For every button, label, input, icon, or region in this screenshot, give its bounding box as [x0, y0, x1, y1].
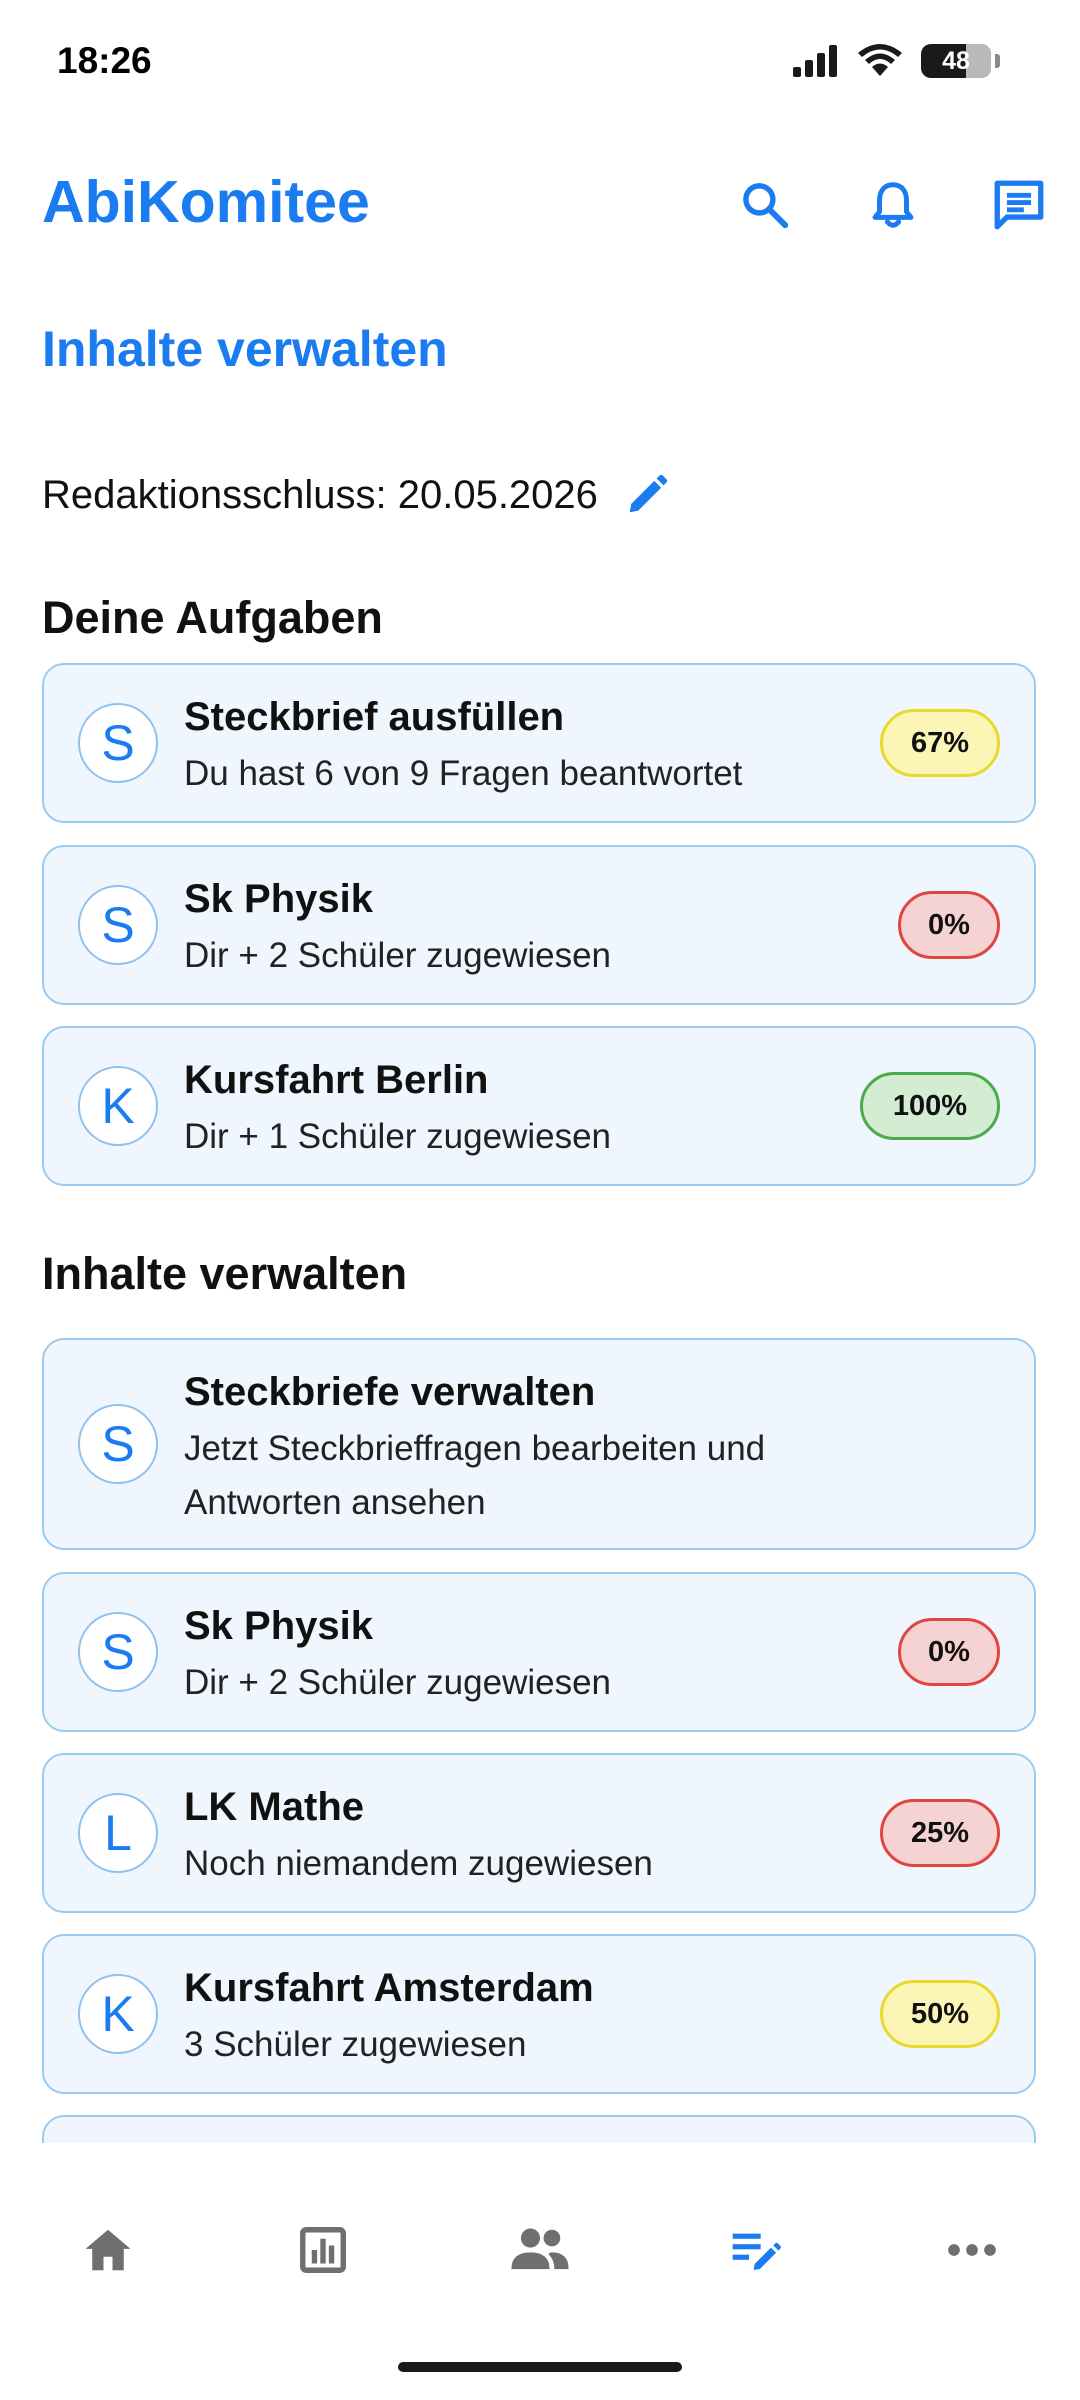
tasks-heading: Deine Aufgaben	[42, 592, 383, 643]
chart-icon	[300, 2227, 346, 2273]
message-icon	[994, 180, 1044, 230]
progress-badge: 0%	[898, 891, 1000, 959]
avatar: K	[78, 1066, 158, 1146]
card-title: Steckbrief ausfüllen	[184, 695, 565, 739]
nav-content[interactable]	[716, 2210, 796, 2290]
card-title: Kursfahrt Berlin	[184, 1058, 489, 1102]
messages-button[interactable]	[988, 174, 1050, 236]
avatar: L	[78, 1793, 158, 1873]
manage-card-partial[interactable]	[42, 2115, 1036, 2143]
progress-badge: 100%	[860, 1072, 1000, 1140]
wifi-icon	[858, 44, 902, 76]
more-icon	[948, 2244, 996, 2256]
card-subtitle: Dir + 1 Schüler zugewiesen	[184, 1117, 612, 1156]
avatar: K	[78, 1974, 158, 2054]
nav-more[interactable]	[932, 2210, 1012, 2290]
clipped-list-area	[0, 2115, 1080, 2143]
battery-icon: 48	[921, 44, 991, 78]
card-subtitle: Du hast 6 von 9 Fragen beantwortet	[184, 754, 743, 793]
search-icon	[743, 183, 789, 229]
card-subtitle: Jetzt Steckbrieffragen bearbeiten und An…	[184, 1429, 766, 1522]
nav-statistics[interactable]	[283, 2210, 363, 2290]
status-bar: 18:26 48	[0, 0, 1080, 130]
avatar: S	[78, 1404, 158, 1484]
status-time: 18:26	[57, 40, 152, 81]
avatar: S	[78, 703, 158, 783]
card-subtitle: Dir + 2 Schüler zugewiesen	[184, 1663, 612, 1702]
search-button[interactable]	[734, 174, 796, 236]
progress-badge: 25%	[880, 1799, 1000, 1867]
progress-badge: 50%	[880, 1980, 1000, 2048]
status-icons: 48	[793, 44, 1000, 78]
avatar: S	[78, 1612, 158, 1692]
card-title: Kursfahrt Amsterdam	[184, 1966, 594, 2010]
card-title: Sk Physik	[184, 1604, 374, 1648]
bottom-navigation	[0, 2180, 1080, 2320]
manage-heading: Inhalte verwalten	[42, 1248, 408, 1299]
page-title: Inhalte verwalten	[42, 321, 448, 377]
card-title: Sk Physik	[184, 877, 374, 921]
bell-icon	[872, 182, 914, 228]
manage-card-kursfahrt-amsterdam[interactable]: K Kursfahrt Amsterdam 3 Schüler zugewies…	[42, 1934, 1036, 2094]
nav-home[interactable]	[68, 2210, 148, 2290]
task-card-kursfahrt-berlin[interactable]: K Kursfahrt Berlin Dir + 1 Schüler zugew…	[42, 1026, 1036, 1186]
task-card-sk-physik[interactable]: S Sk Physik Dir + 2 Schüler zugewiesen 0…	[42, 845, 1036, 1005]
progress-badge: 67%	[880, 709, 1000, 777]
battery-tip	[995, 54, 1000, 68]
group-icon	[511, 2228, 569, 2270]
card-subtitle: 3 Schüler zugewiesen	[184, 2025, 527, 2064]
home-icon	[85, 2229, 131, 2271]
pencil-icon[interactable]	[624, 472, 670, 518]
card-title: Steckbriefe verwalten	[184, 1370, 596, 1414]
manage-card-lk-mathe[interactable]: L LK Mathe Noch niemandem zugewiesen 25%	[42, 1753, 1036, 1913]
edit-list-icon	[732, 2233, 781, 2270]
card-subtitle: Dir + 2 Schüler zugewiesen	[184, 936, 612, 975]
nav-members[interactable]	[500, 2210, 580, 2290]
card-title: LK Mathe	[184, 1785, 364, 1829]
battery-level: 48	[942, 46, 970, 75]
task-card-steckbrief[interactable]: S Steckbrief ausfüllen Du hast 6 von 9 F…	[42, 663, 1036, 823]
signal-icon	[793, 45, 837, 77]
home-indicator	[398, 2362, 682, 2372]
deadline-label: Redaktionsschluss: 20.05.2026	[42, 472, 598, 517]
app-bar: AbiKomitee	[0, 150, 1080, 260]
notifications-button[interactable]	[862, 174, 924, 236]
app-title: AbiKomitee	[42, 169, 370, 235]
progress-badge: 0%	[898, 1618, 1000, 1686]
manage-card-steckbriefe[interactable]: S Steckbriefe verwalten Jetzt Steckbrief…	[42, 1338, 1036, 1550]
card-subtitle: Noch niemandem zugewiesen	[184, 1844, 653, 1883]
manage-card-sk-physik[interactable]: S Sk Physik Dir + 2 Schüler zugewiesen 0…	[42, 1572, 1036, 1732]
deadline-row: Redaktionsschluss: 20.05.2026	[42, 472, 670, 518]
avatar: S	[78, 885, 158, 965]
